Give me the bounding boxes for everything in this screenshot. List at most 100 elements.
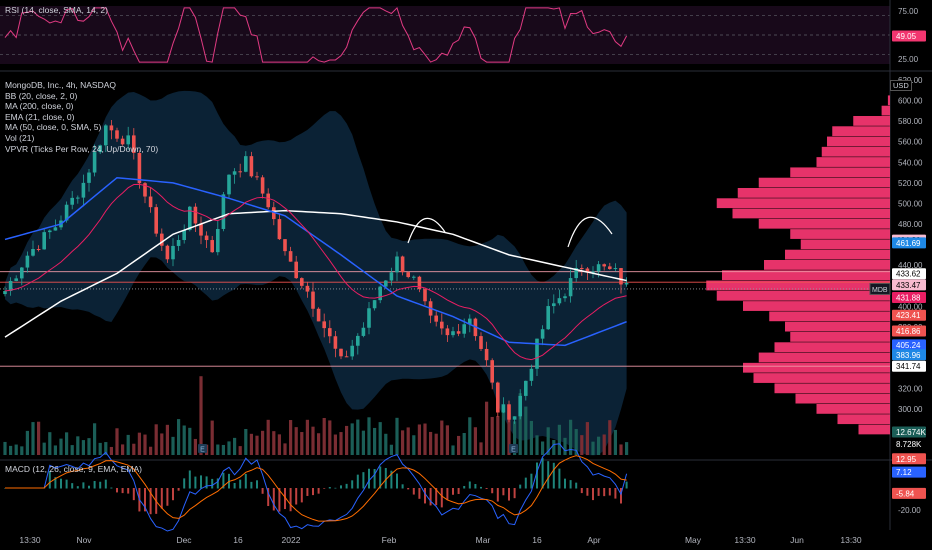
volume-bar <box>266 419 270 455</box>
candle-body <box>585 268 590 273</box>
macd-tag-bg <box>892 466 926 478</box>
volume-bar <box>76 436 80 455</box>
tag-461-bg <box>892 237 926 249</box>
symbol-title[interactable]: MongoDB, Inc., 4h, NASDAQ <box>5 80 117 90</box>
volume-bar <box>227 441 231 455</box>
volume-bar <box>199 376 203 455</box>
candle-body <box>445 328 450 336</box>
volume-bar <box>529 420 533 455</box>
volume-bar <box>3 441 7 455</box>
volume-bar <box>333 434 337 455</box>
volume-bar <box>322 417 326 455</box>
macd-hist-bar <box>401 484 404 489</box>
last-price-tag: 416.86 <box>896 327 921 336</box>
candle-body <box>596 264 601 272</box>
macd-hist-bar <box>614 488 617 499</box>
volume-bar <box>14 444 18 455</box>
tag-433: 433.47 <box>896 281 921 290</box>
volume-bar <box>445 425 449 455</box>
macd-hist-bar <box>166 488 169 506</box>
candle-body <box>557 298 562 304</box>
candle-body <box>484 348 489 361</box>
ema-21-line <box>4 183 627 361</box>
indicator-ma50[interactable]: MA (50, close, 0, SMA, 5) <box>5 122 102 133</box>
macd-hist-bar <box>132 488 135 501</box>
macd-hist-bar <box>597 488 600 496</box>
macd-hist-bar <box>592 488 594 501</box>
candle-body <box>227 174 231 195</box>
price-tick-label: 440.00 <box>898 261 923 270</box>
volume-bar <box>182 425 186 455</box>
volume-bar <box>557 424 561 455</box>
macd-hist-bar <box>547 461 550 489</box>
volume-bar <box>70 445 74 455</box>
macd-hist-bar <box>76 486 79 489</box>
volume-bar <box>501 406 505 455</box>
volume-bar <box>625 442 629 455</box>
candle-body <box>272 207 276 220</box>
last-price-tag-bg <box>892 325 926 337</box>
volume-bar <box>546 427 550 455</box>
volume-bar <box>597 436 601 455</box>
earnings-marker[interactable]: E <box>509 444 518 454</box>
macd-hist-bar <box>71 483 74 489</box>
candle-body <box>479 336 483 349</box>
volume-bar <box>434 433 438 455</box>
candle-body <box>42 232 46 250</box>
macd-hist-bar <box>603 488 606 497</box>
time-tick-label: Nov <box>76 535 92 545</box>
time-axis[interactable]: 13:30 Nov Dec 16 2022 Feb Mar 16 Apr May 13:30 Jun 1… <box>19 535 862 545</box>
time-tick-label: Dec <box>176 535 192 545</box>
price-tick-label: 400.00 <box>898 302 923 311</box>
candle-body <box>260 177 265 194</box>
candle-body <box>328 328 332 337</box>
vpvr-row <box>887 95 890 106</box>
price-tick-label: 300.00 <box>898 405 923 414</box>
volume-bar <box>87 438 91 455</box>
candle-body <box>36 249 41 251</box>
indicator-ma200[interactable]: MA (200, close, 0) <box>5 101 74 112</box>
macd-line <box>5 443 628 532</box>
macd-hist-bar <box>127 488 130 494</box>
volume-bar <box>137 432 141 455</box>
candle-body <box>602 264 606 267</box>
indicator-bb[interactable]: BB (20, close, 2, 0) <box>5 90 78 101</box>
macd-hist-bar <box>351 480 354 489</box>
indicator-vpvr[interactable]: VPVR (Ticks Per Row, 24, Up/Down, 70) <box>5 143 159 154</box>
candle-body <box>417 276 422 290</box>
candle-body <box>277 219 282 240</box>
macd-hist-bar <box>104 479 107 489</box>
volume-bar <box>417 424 421 455</box>
macd-hist-bar <box>491 488 494 494</box>
volume-bar <box>132 443 136 455</box>
candle-body <box>14 278 18 281</box>
macd-signal-line <box>5 455 627 522</box>
volume-bar <box>283 443 287 455</box>
volume-bar <box>171 436 175 455</box>
macd-legend[interactable]: MACD (12, 26, close, 9, EMA, EMA) <box>5 464 142 474</box>
macd-hist-bar <box>54 477 57 489</box>
candle-body <box>8 280 13 291</box>
earnings-marker[interactable]: E <box>198 444 207 454</box>
macd-hist-bar <box>424 488 426 504</box>
indicator-ema21[interactable]: EMA (21, close, 0) <box>5 111 75 122</box>
macd-hist-bar <box>160 488 163 509</box>
macd-hist-bar <box>356 474 359 489</box>
rsi-legend[interactable]: RSI (14, close, SMA, 14, 2) <box>5 5 108 15</box>
macd-hist-bar <box>536 462 538 489</box>
volume-bar <box>429 431 433 455</box>
macd-hist-bar <box>261 488 264 494</box>
volume-bar <box>109 446 113 455</box>
price-tick-label: 600.00 <box>898 97 923 106</box>
candle-body <box>76 197 80 199</box>
currency-label[interactable]: USD <box>890 80 912 91</box>
candle-body <box>350 345 354 357</box>
candle-body <box>540 329 545 339</box>
indicator-vol[interactable]: Vol (21) <box>5 132 35 143</box>
macd-hist-bar <box>463 485 466 489</box>
bb-lower-tag: 383.96 <box>896 351 921 360</box>
rsi-value-tag-bg <box>892 30 926 42</box>
svg-text:E: E <box>511 447 516 454</box>
volume-bar <box>440 420 444 455</box>
